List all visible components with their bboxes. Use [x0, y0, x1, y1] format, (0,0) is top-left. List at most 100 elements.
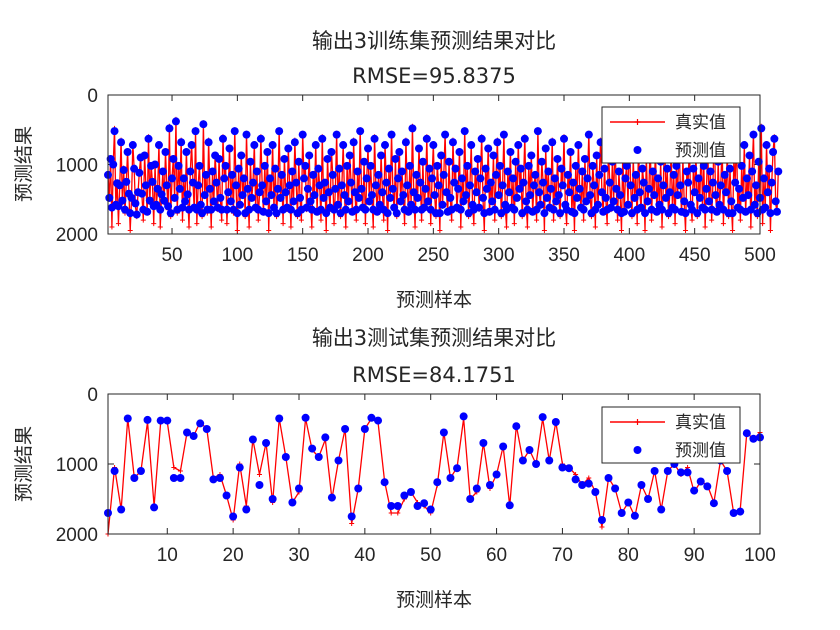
train-pred-point: [509, 174, 518, 183]
test-pred-point: [380, 478, 389, 487]
train-pred-point: [404, 207, 413, 216]
train-pred-point: [258, 181, 267, 190]
test-pred-point: [222, 491, 231, 500]
test-pred-point: [117, 505, 126, 514]
train-pred-point: [744, 191, 753, 200]
test-pred-point: [413, 502, 422, 510]
train-pred-point: [357, 184, 366, 193]
test-legend-box: [601, 406, 741, 464]
train-pred-point: [383, 209, 392, 218]
test-pred-point: [690, 486, 699, 495]
train-pred-point: [209, 197, 218, 206]
train-true-point: [564, 221, 570, 227]
train-pred-point: [177, 138, 186, 147]
train-pred-point: [320, 178, 329, 187]
train-pred-point: [122, 177, 131, 186]
train-pred-point: [310, 191, 319, 200]
train-pred-point: [557, 164, 566, 173]
train-pred-point: [277, 170, 286, 179]
train-true-point: [280, 221, 286, 227]
train-pred-point: [450, 178, 459, 187]
train-true-point: [385, 228, 391, 234]
train-pred-point: [162, 181, 171, 190]
train-pred-point: [382, 178, 391, 187]
train-pred-point: [471, 167, 480, 176]
test-pred-point: [176, 474, 185, 482]
test-pred-point: [255, 481, 264, 489]
train-pred-point: [179, 174, 188, 183]
train-pred-point: [433, 161, 442, 170]
train-pred-point: [486, 178, 495, 187]
train-true-point: [370, 224, 376, 230]
test-pred-point: [420, 499, 429, 508]
train-pred-point: [612, 184, 621, 193]
train-pred-point: [118, 196, 127, 205]
train-x-tick-label: 100: [222, 245, 254, 266]
train-true-point: [127, 228, 133, 234]
train-pred-point: [659, 181, 668, 190]
train-pred-point: [178, 203, 187, 212]
test-legend-pred-marker: [633, 446, 642, 454]
train-pred-point: [255, 188, 264, 197]
train-pred-point: [693, 209, 702, 218]
train-pred-point: [661, 193, 670, 202]
train-pred-point: [356, 127, 365, 136]
test-pred-point: [209, 475, 218, 484]
test-pred-point: [650, 467, 659, 475]
train-pred-point: [626, 181, 635, 190]
train-pred-point: [154, 141, 163, 150]
train-pred-point: [135, 168, 144, 177]
train-pred-point: [648, 167, 657, 176]
train-pred-point: [641, 209, 650, 218]
test-pred-point: [400, 491, 409, 500]
test-pred-point: [630, 511, 639, 520]
train-pred-point: [607, 203, 616, 212]
test-true-point: [349, 521, 355, 526]
train-pred-point: [288, 167, 297, 176]
train-pred-point: [413, 193, 422, 202]
test-pred-point: [215, 474, 224, 482]
train-true-point: [683, 228, 689, 234]
train-true-point: [481, 228, 487, 234]
train-pred-point: [391, 154, 400, 163]
train-pred-point: [658, 205, 666, 214]
train-pred-point: [109, 160, 118, 169]
train-pred-point: [331, 184, 340, 193]
train-x-tick-label: 500: [744, 245, 776, 266]
train-pred-point: [168, 174, 177, 183]
test-pred-point: [453, 464, 462, 473]
test-pred-point: [248, 435, 257, 444]
train-pred-point: [484, 144, 493, 153]
train-true-point: [581, 217, 587, 223]
train-pred-point: [117, 138, 126, 147]
train-plot-marks: [104, 116, 783, 234]
train-true-point: [419, 217, 425, 223]
train-pred-point: [322, 209, 331, 218]
train-true-point: [234, 228, 240, 234]
train-true-point: [571, 228, 577, 234]
test-x-tick-label: 10: [157, 545, 178, 566]
train-pred-point: [702, 184, 711, 193]
train-pred-point: [482, 184, 491, 193]
train-pred-point: [455, 147, 464, 156]
train-pred-point: [748, 167, 757, 176]
test-chart-subtitle: RMSE=84.1751: [352, 363, 516, 387]
test-pred-point: [308, 444, 317, 453]
train-pred-point: [570, 209, 579, 218]
train-pred-point: [544, 167, 553, 176]
train-pred-point: [638, 164, 647, 173]
test-pred-point: [742, 429, 751, 438]
test-pred-point: [341, 425, 350, 433]
train-pred-point: [242, 130, 251, 139]
train-true-point: [524, 224, 530, 230]
train-pred-point: [458, 174, 467, 183]
train-pred-point: [672, 161, 681, 170]
train-pred-point: [456, 205, 465, 214]
train-pred-point: [621, 174, 630, 183]
train-true-point: [619, 228, 624, 234]
train-true-point: [541, 228, 547, 234]
test-pred-point: [624, 498, 633, 507]
train-true-point: [709, 217, 715, 223]
train-pred-point: [273, 184, 282, 193]
train-axes-box: [107, 94, 761, 235]
